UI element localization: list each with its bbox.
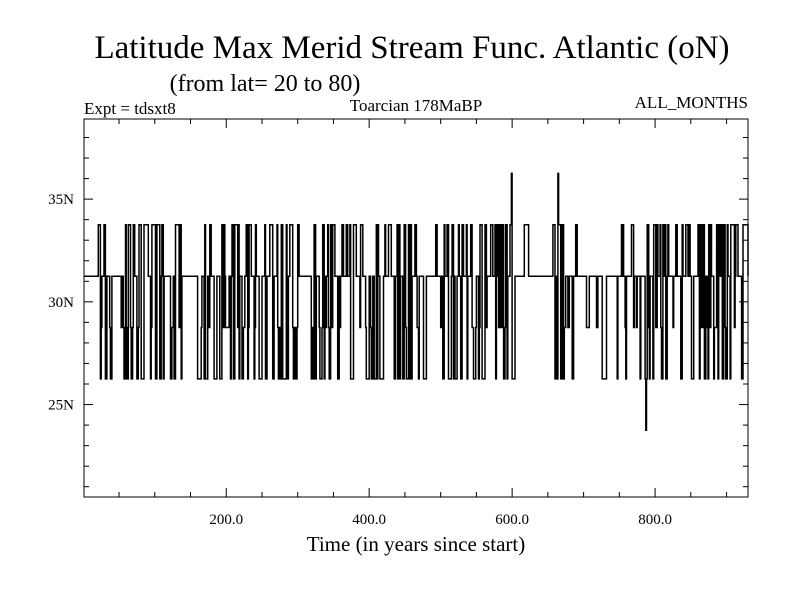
- plot-frame: [83, 118, 749, 498]
- x-tick-label: 400.0: [352, 512, 386, 528]
- y-tick-label: 30N: [48, 295, 74, 311]
- expt-label: Expt = tdsxt8: [84, 99, 176, 118]
- period-label: Toarcian 178MaBP: [350, 96, 482, 115]
- months-label: ALL_MONTHS: [635, 93, 748, 112]
- x-tick-label: 800.0: [638, 512, 672, 528]
- y-tick-label: 35N: [48, 192, 74, 208]
- x-tick-label: 600.0: [495, 512, 529, 528]
- axis-ticks: [84, 119, 748, 497]
- x-tick-label: 200.0: [209, 512, 243, 528]
- series-line: [84, 172, 749, 431]
- x-axis-label: Time (in years since start): [307, 532, 526, 556]
- chart-subtitle: (from lat= 20 to 80): [170, 71, 361, 97]
- axis-tick-labels: 200.0 400.0 600.0 800.0 25N 30N 35N: [48, 192, 672, 528]
- chart-title: Latitude Max Merid Stream Func. Atlantic…: [94, 30, 729, 66]
- y-tick-label: 25N: [48, 398, 74, 414]
